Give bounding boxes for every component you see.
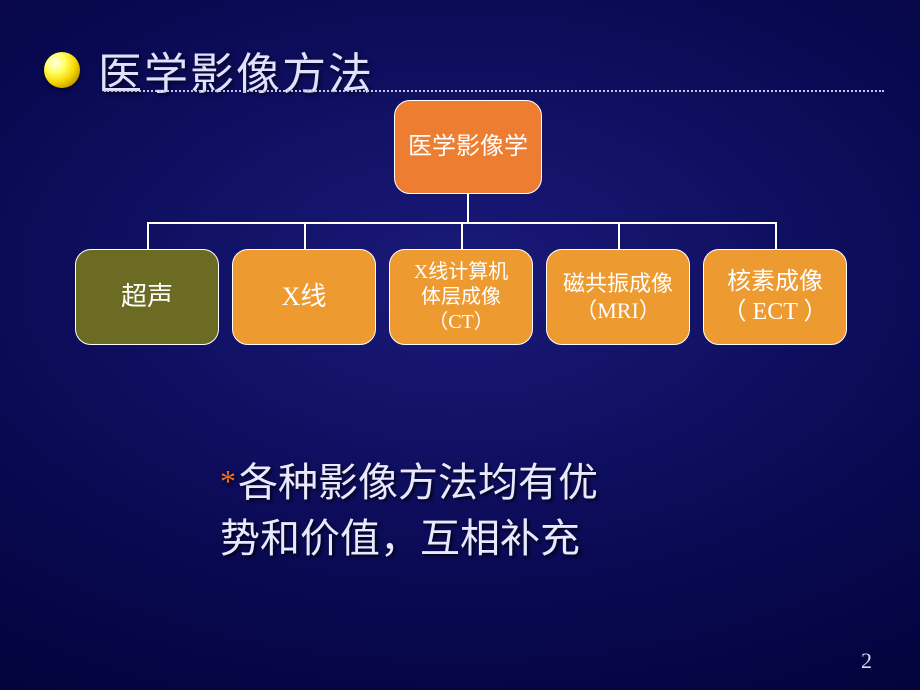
footnote-line1: 各种影像方法均有优: [238, 460, 598, 505]
title-underline: [104, 90, 884, 92]
connector-drop: [618, 222, 620, 249]
bullet-icon: [44, 52, 80, 88]
child-node: 超声: [75, 249, 219, 345]
child-node: 磁共振成像（MRI）: [546, 249, 690, 345]
asterisk-icon: *: [220, 463, 236, 499]
slide-title-row: 医学影像方法: [44, 38, 374, 102]
child-node: X线计算机体层成像（CT）: [389, 249, 533, 345]
slide-title: 医学影像方法: [98, 38, 374, 102]
connector-trunk: [467, 194, 469, 222]
child-node: X线: [232, 249, 376, 345]
connector-drop: [147, 222, 149, 249]
root-node: 医学影像学: [394, 100, 542, 194]
footnote-line2: 势和价值，互相补充: [220, 516, 580, 561]
org-chart: 医学影像学超声X线X线计算机体层成像（CT）磁共振成像（MRI）核素成像（ EC…: [0, 96, 920, 356]
footnote: *各种影像方法均有优 势和价值，互相补充: [220, 455, 760, 567]
child-node: 核素成像（ ECT ）: [703, 249, 847, 345]
connector-drop: [775, 222, 777, 249]
page-number: 2: [861, 648, 872, 674]
connector-drop: [304, 222, 306, 249]
connector-drop: [461, 222, 463, 249]
